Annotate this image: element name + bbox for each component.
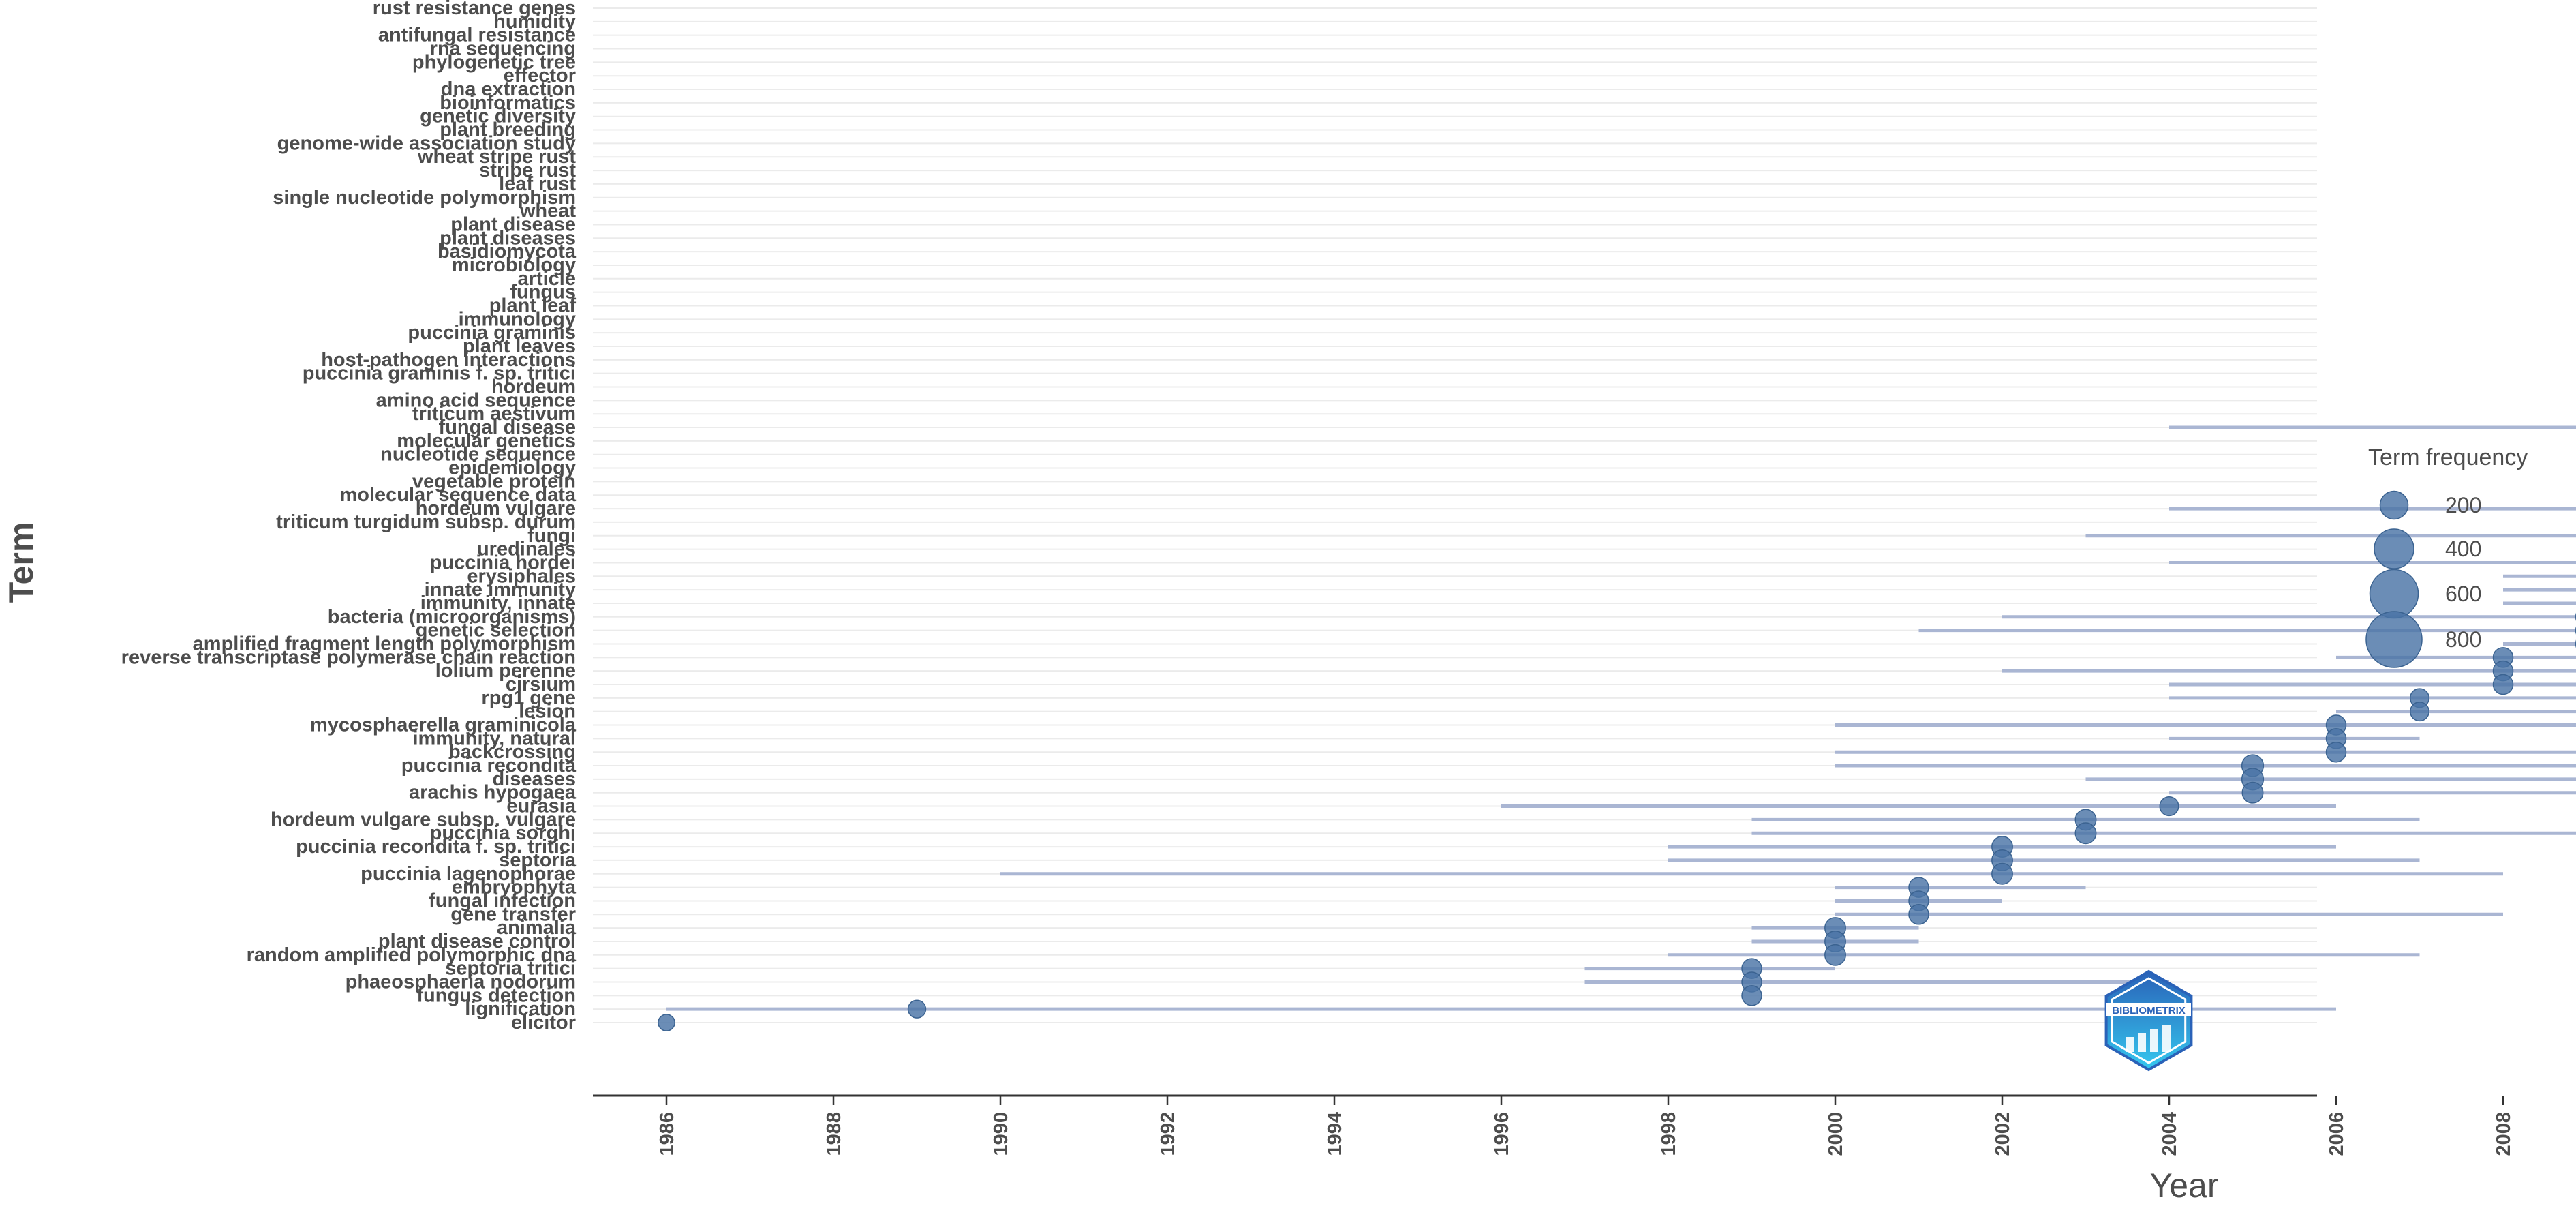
- x-tick-label: 2000: [1825, 1112, 1847, 1156]
- point-layer: [658, 1, 2576, 1031]
- y-axis-title: Term: [2, 522, 40, 603]
- x-tick-label: 1988: [823, 1112, 845, 1156]
- legend-symbol: [2374, 529, 2414, 569]
- data-point: [1992, 864, 2012, 884]
- logo-bar: [2162, 1025, 2171, 1052]
- x-tick-label: 1996: [1491, 1112, 1513, 1156]
- data-point: [2494, 675, 2513, 695]
- data-point: [1742, 986, 1762, 1006]
- data-point: [2242, 783, 2263, 803]
- legend-title: Term frequency: [2368, 444, 2528, 470]
- x-tick-label: 2006: [2326, 1112, 2348, 1156]
- x-tick-label: 2002: [1992, 1112, 2014, 1156]
- data-point: [2160, 797, 2179, 816]
- data-point: [2410, 702, 2429, 721]
- logo-bar: [2138, 1033, 2146, 1052]
- legend-label: 200: [2445, 493, 2481, 517]
- x-tick-label: 1994: [1324, 1112, 1346, 1156]
- legend-symbol: [2370, 569, 2418, 618]
- logo-bar: [2126, 1037, 2134, 1052]
- logo-bar: [2150, 1029, 2158, 1052]
- legend-label: 400: [2445, 537, 2481, 561]
- x-tick-label: 1990: [990, 1112, 1012, 1156]
- logo-hexagon: [2106, 971, 2192, 1070]
- x-tick-label: 1998: [1658, 1112, 1680, 1156]
- x-tick-label: 2004: [2159, 1112, 2181, 1156]
- bibliometrix-logo: BIBLIOMETRIX: [2106, 971, 2192, 1070]
- term-label-layer: rust resistance geneshumidityantifungal …: [121, 0, 577, 1034]
- term-label: elicitor: [511, 1012, 576, 1034]
- grid-layer: [593, 8, 2317, 1023]
- logo-text: BIBLIOMETRIX: [2112, 1005, 2186, 1016]
- data-point: [658, 1014, 675, 1031]
- data-point: [1909, 905, 1929, 924]
- data-point: [2075, 823, 2096, 843]
- legend-label: 800: [2445, 627, 2481, 652]
- legend-label: 600: [2445, 582, 2481, 606]
- x-tick-label: 1992: [1157, 1112, 1179, 1156]
- legend-symbol: [2380, 491, 2408, 519]
- data-point: [1825, 945, 1845, 965]
- data-point: [908, 1000, 926, 1018]
- x-tick-label: 2008: [2493, 1112, 2515, 1156]
- legend-symbol: [2366, 612, 2422, 667]
- data-point: [2327, 742, 2346, 762]
- x-tick-label: 1986: [656, 1112, 678, 1156]
- legend-layer: Term frequency 200 400 600 800: [2366, 444, 2528, 667]
- x-axis-title: Year: [2149, 1166, 2218, 1203]
